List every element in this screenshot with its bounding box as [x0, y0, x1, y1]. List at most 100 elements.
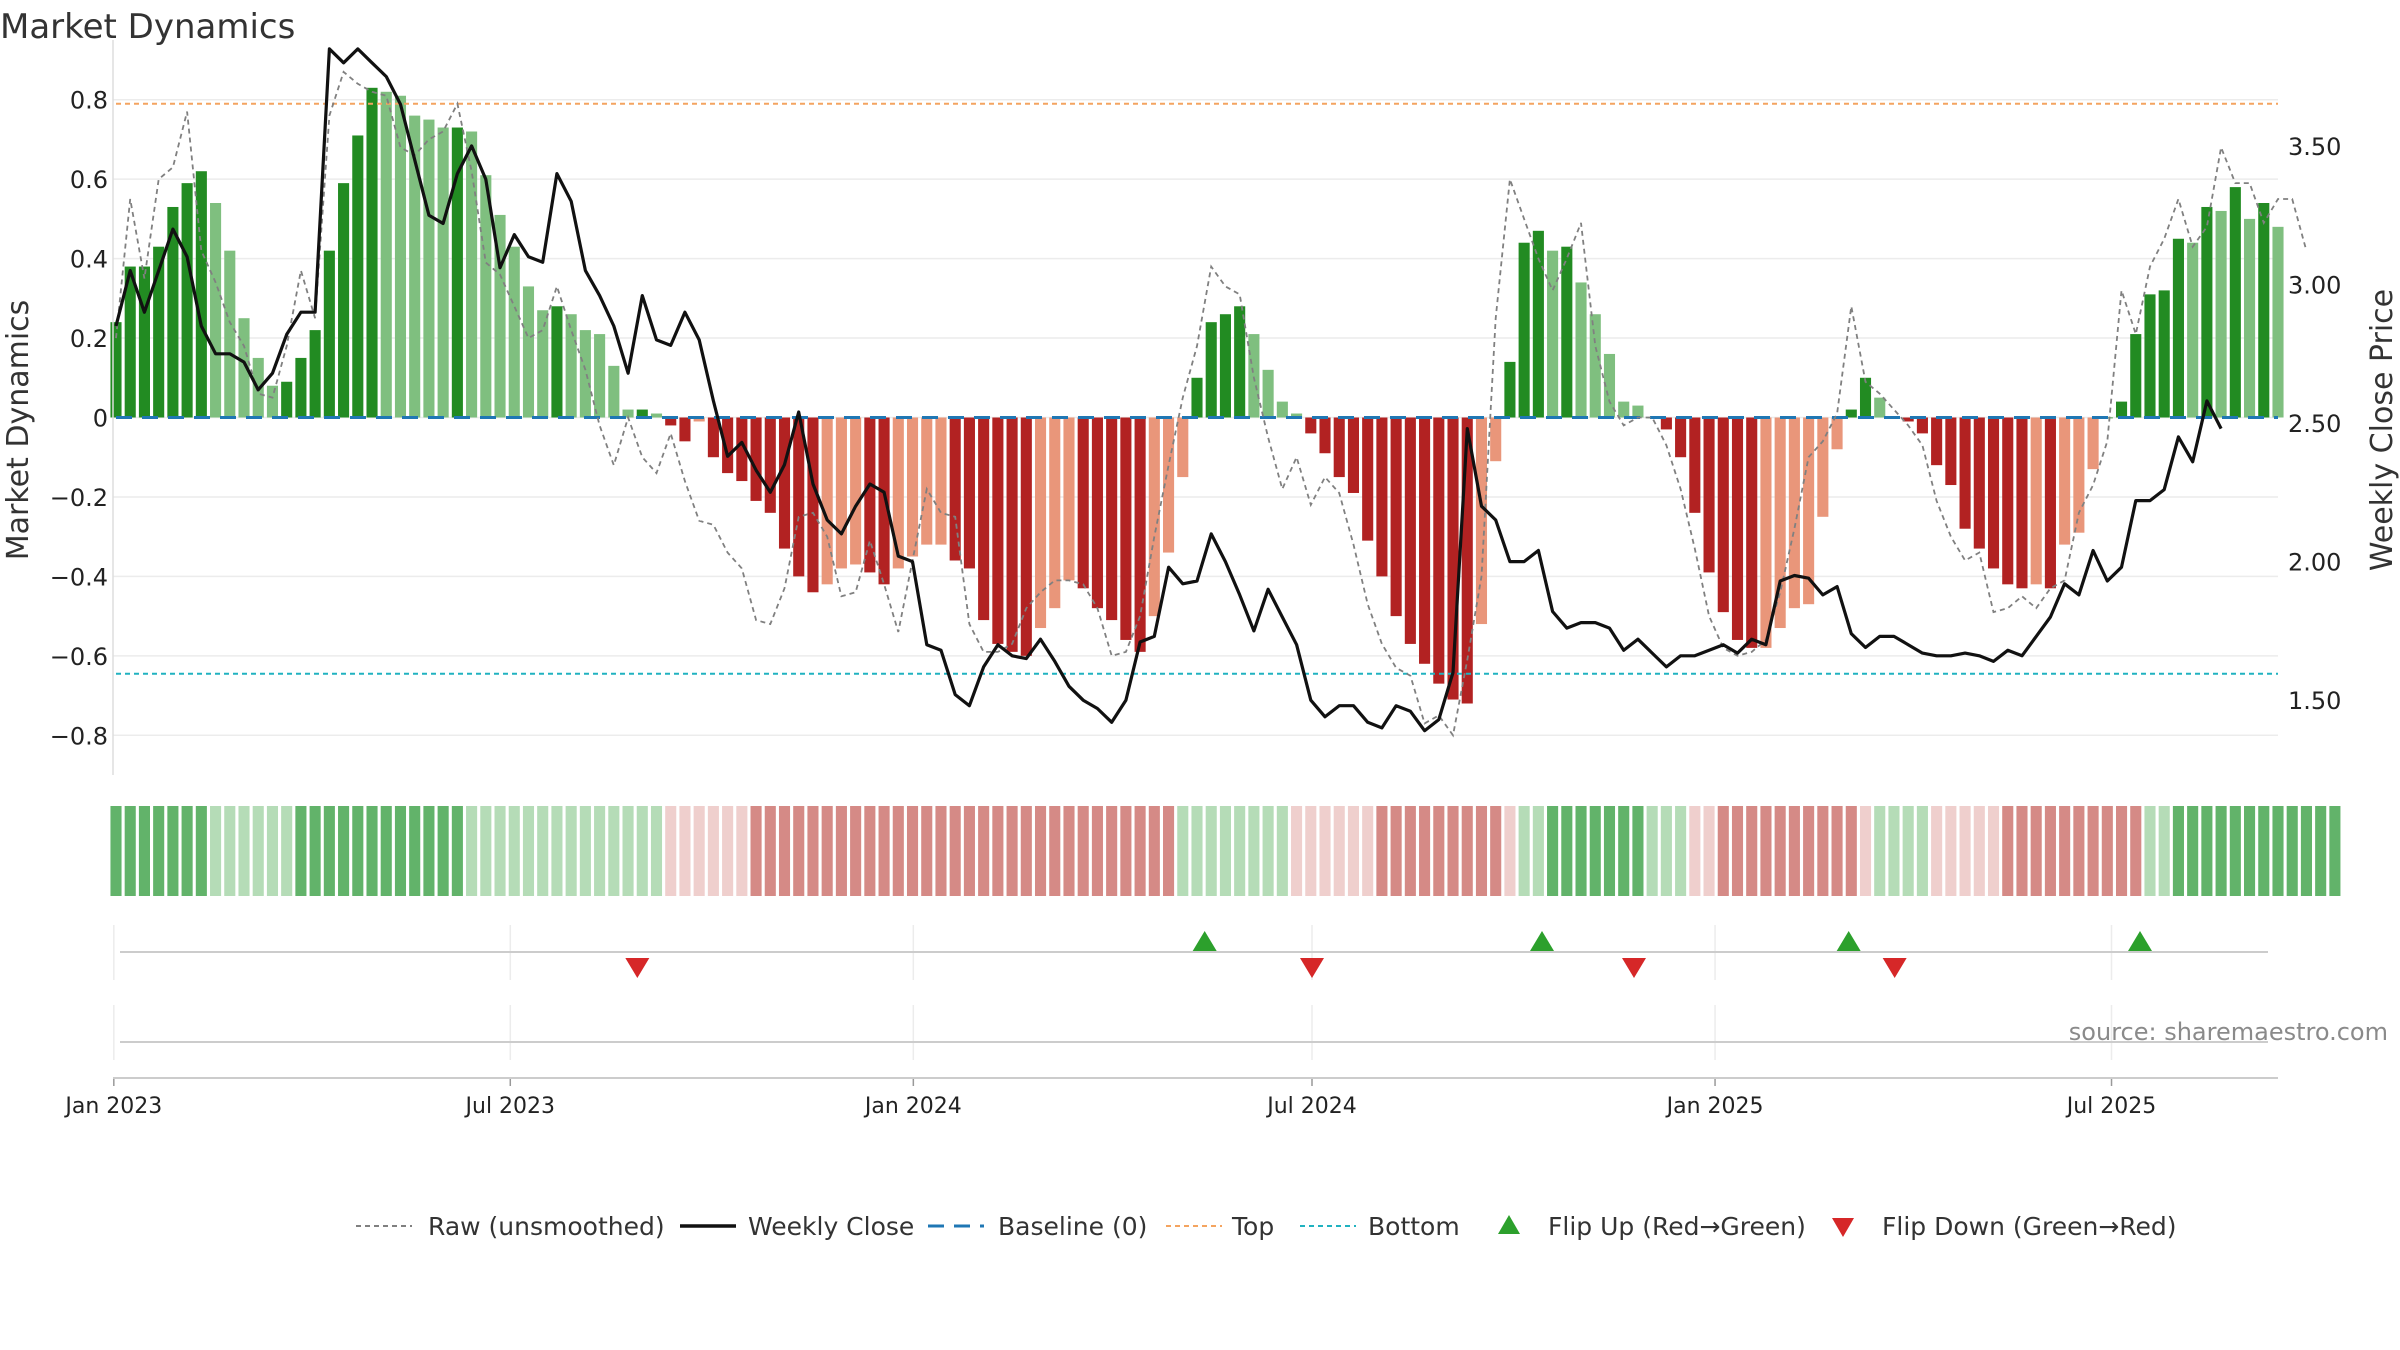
y-tick-label: 0.4	[70, 246, 108, 274]
trend-strip-cell	[466, 806, 478, 896]
dynamics-bar	[722, 417, 734, 474]
flip-up-marker	[1192, 931, 1217, 951]
dynamics-bar	[2144, 294, 2156, 418]
trend-strip-cell	[906, 806, 919, 896]
trend-strip-cell	[1504, 806, 1516, 896]
dynamics-bar	[2187, 242, 2199, 418]
trend-strip-cell	[622, 806, 634, 896]
dynamics-bar	[494, 214, 506, 418]
dynamics-bar	[1177, 417, 1189, 478]
trend-strip-cell	[480, 806, 492, 896]
trend-strip-cell	[1390, 806, 1402, 896]
trend-strip-cell	[1760, 806, 1772, 896]
trend-strip-cell	[963, 806, 975, 896]
dynamics-bar	[2172, 238, 2184, 418]
dynamics-bar	[2158, 290, 2170, 418]
dynamics-bar	[480, 175, 492, 418]
trend-strip-cell	[394, 806, 407, 896]
dynamics-bar	[508, 246, 520, 418]
legend-label: Weekly Close	[748, 1212, 914, 1241]
trend-strip	[110, 806, 2341, 896]
dynamics-bar	[693, 417, 705, 422]
flip-up-marker	[1530, 931, 1554, 951]
dynamics-bar	[565, 314, 577, 418]
dynamics-bar	[1333, 417, 1345, 478]
dynamics-bar	[153, 246, 165, 418]
trend-strip-cell	[352, 806, 364, 896]
trend-strip-cell	[2059, 806, 2071, 896]
trend-strip-cell	[1134, 806, 1146, 896]
trend-strip-cell	[608, 806, 620, 896]
dynamics-bar	[1077, 417, 1089, 589]
dynamics-bar	[1219, 314, 1231, 418]
trend-strip-cell	[850, 806, 862, 896]
dynamics-bar	[1490, 417, 1502, 462]
trend-strip-cell	[2016, 806, 2028, 896]
dynamics-bar	[2244, 218, 2256, 418]
x-tick-label: Jan 2025	[1665, 1094, 1764, 1119]
dynamics-bar	[864, 417, 876, 573]
trend-strip-cell	[508, 806, 520, 896]
dynamics-bar	[1874, 397, 1886, 418]
dynamics-bar	[1746, 417, 1758, 648]
y-tick-label: −0.8	[50, 722, 108, 750]
trend-strip-cell	[1589, 806, 1601, 896]
x-tick-label: Jul 2024	[1265, 1094, 1357, 1119]
trend-strip-cell	[1347, 806, 1360, 896]
trend-strip-cell	[266, 806, 279, 896]
trend-strip-cell	[1959, 806, 1971, 896]
dynamics-bar	[2059, 417, 2071, 545]
x-tick-label: Jan 2024	[863, 1094, 962, 1119]
dynamics-bar	[1049, 417, 1061, 609]
dynamics-bar	[2087, 417, 2099, 470]
trend-strip-cell	[2258, 806, 2270, 896]
dynamics-bar	[323, 250, 335, 418]
trend-strip-cell	[1518, 806, 1530, 896]
dynamics-bar	[1689, 417, 1701, 513]
dynamics-bar	[1547, 250, 1559, 418]
dynamics-bar	[1262, 369, 1274, 418]
dynamics-bar	[1532, 230, 1544, 418]
trend-strip-cell	[2215, 806, 2227, 896]
dynamics-bar	[1191, 377, 1203, 418]
dynamics-bar	[380, 91, 392, 418]
dynamics-bar	[963, 417, 975, 569]
trend-strip-cell	[1333, 806, 1345, 896]
dynamics-bar	[1987, 417, 2000, 569]
trend-strip-cell	[2187, 806, 2199, 896]
legend-label: Flip Down (Green→Red)	[1882, 1212, 2177, 1241]
dynamics-bar	[1831, 417, 1843, 450]
dynamics-bar	[451, 127, 463, 418]
y-axis-label: Market Dynamics	[1, 300, 36, 561]
trend-strip-cell	[1433, 806, 1445, 896]
trend-strip-cell	[1859, 806, 1872, 896]
trend-strip-cell	[1077, 806, 1089, 896]
trend-strip-cell	[1646, 806, 1658, 896]
dynamics-bar	[281, 381, 293, 418]
trend-strip-cell	[650, 806, 663, 896]
trend-strip-cell	[1689, 806, 1701, 896]
y2-axis-label: Weekly Close Price	[2365, 289, 2400, 571]
trend-strip-cell	[295, 806, 307, 896]
dynamics-bars	[110, 87, 2284, 704]
dynamics-bar	[1248, 334, 1260, 418]
trend-strip-cell	[1803, 806, 1815, 896]
flip-down-marker	[1622, 958, 1646, 978]
dynamics-bar	[1362, 417, 1374, 541]
dynamics-bar	[1390, 417, 1402, 617]
trend-strip-cell	[1063, 806, 1075, 896]
trend-strip-cell	[1219, 806, 1231, 896]
legend-swatch-flip-up	[1498, 1215, 1520, 1234]
dynamics-bar	[2030, 417, 2042, 585]
dynamics-bar	[1518, 242, 1530, 418]
y2-tick-label: 2.50	[2288, 410, 2341, 438]
dynamics-bar	[1205, 322, 1217, 418]
dynamics-bar	[1603, 353, 1616, 418]
dynamics-bar	[1347, 417, 1360, 493]
dynamics-bar	[238, 318, 250, 418]
trend-strip-cell	[2158, 806, 2170, 896]
dynamics-bar	[366, 87, 378, 418]
trend-strip-cell	[1234, 806, 1246, 896]
trend-strip-cell	[579, 806, 591, 896]
dynamics-bar	[466, 131, 478, 418]
